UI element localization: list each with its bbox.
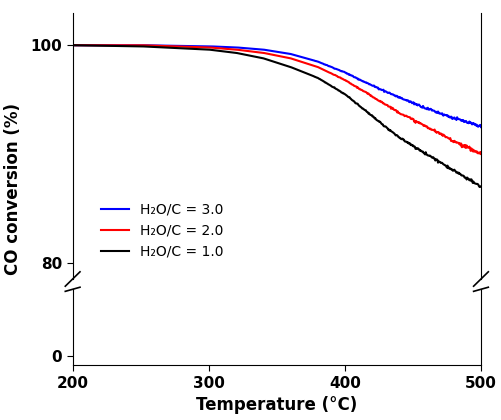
- Line: H₂O/C = 3.0: H₂O/C = 3.0: [73, 45, 481, 127]
- H₂O/C = 3.0: [342, 70, 348, 75]
- H₂O/C = 3.0: [478, 124, 484, 129]
- Line: H₂O/C = 1.0: H₂O/C = 1.0: [73, 45, 481, 187]
- H₂O/C = 3.0: [142, 43, 148, 48]
- Legend: H₂O/C = 3.0, H₂O/C = 2.0, H₂O/C = 1.0: H₂O/C = 3.0, H₂O/C = 2.0, H₂O/C = 1.0: [96, 197, 229, 264]
- H₂O/C = 3.0: [175, 43, 181, 48]
- H₂O/C = 2.0: [310, 63, 316, 68]
- H₂O/C = 3.0: [70, 43, 76, 48]
- H₂O/C = 1.0: [70, 43, 76, 48]
- H₂O/C = 1.0: [476, 184, 482, 189]
- H₂O/C = 2.0: [478, 151, 484, 156]
- H₂O/C = 1.0: [342, 92, 348, 97]
- H₂O/C = 2.0: [342, 78, 348, 83]
- H₂O/C = 2.0: [70, 43, 76, 48]
- H₂O/C = 2.0: [255, 50, 261, 55]
- H₂O/C = 2.0: [142, 43, 148, 48]
- H₂O/C = 3.0: [255, 47, 261, 52]
- H₂O/C = 1.0: [377, 119, 383, 124]
- H₂O/C = 2.0: [377, 98, 383, 103]
- H₂O/C = 1.0: [310, 74, 316, 79]
- H₂O/C = 3.0: [377, 87, 383, 92]
- H₂O/C = 1.0: [255, 55, 261, 60]
- X-axis label: Temperature (°C): Temperature (°C): [196, 396, 357, 415]
- H₂O/C = 1.0: [478, 184, 484, 189]
- H₂O/C = 1.0: [142, 44, 148, 49]
- H₂O/C = 3.0: [310, 58, 316, 63]
- H₂O/C = 2.0: [175, 44, 181, 49]
- Text: CO conversion (%): CO conversion (%): [4, 103, 22, 275]
- Line: H₂O/C = 2.0: H₂O/C = 2.0: [73, 45, 481, 154]
- H₂O/C = 1.0: [175, 45, 181, 50]
